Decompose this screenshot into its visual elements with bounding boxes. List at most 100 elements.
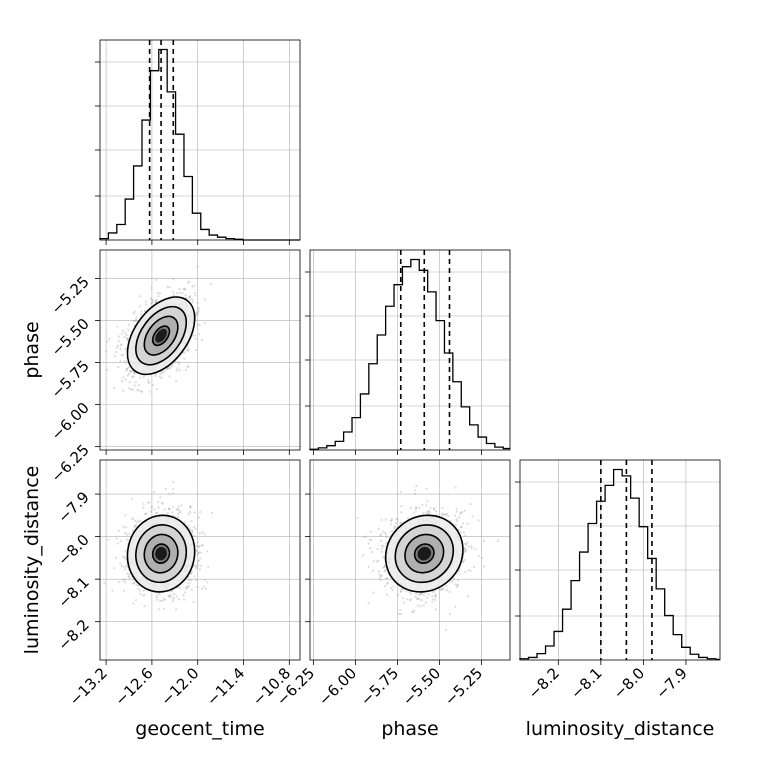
scatter-point bbox=[367, 542, 370, 545]
scatter-point bbox=[392, 585, 395, 588]
scatter-point bbox=[155, 278, 158, 281]
scatter-point bbox=[128, 380, 131, 384]
scatter-point bbox=[379, 574, 383, 577]
scatter-point bbox=[385, 535, 388, 539]
scatter-point bbox=[155, 299, 158, 302]
scatter-point bbox=[155, 511, 158, 515]
scatter-point bbox=[113, 355, 117, 358]
scatter-point bbox=[153, 490, 156, 493]
scatter-point bbox=[383, 565, 386, 569]
scatter-point bbox=[206, 581, 209, 584]
y-axis-title-phase: phase bbox=[21, 321, 43, 378]
scatter-point bbox=[199, 557, 202, 560]
scatter-point bbox=[119, 347, 122, 351]
scatter-point bbox=[132, 582, 135, 585]
scatter-point bbox=[196, 541, 199, 544]
scatter-point bbox=[171, 364, 174, 367]
scatter-point bbox=[367, 565, 370, 568]
scatter-point bbox=[138, 305, 142, 308]
scatter-point bbox=[124, 578, 127, 581]
scatter-point bbox=[189, 506, 192, 509]
scatter-point bbox=[105, 368, 109, 371]
scatter-point bbox=[182, 288, 185, 291]
scatter-point bbox=[107, 538, 110, 541]
contour-line bbox=[143, 533, 179, 574]
scatter-point bbox=[193, 564, 196, 567]
scatter-point bbox=[183, 357, 186, 360]
scatter-point bbox=[125, 565, 129, 568]
scatter-point bbox=[400, 590, 403, 593]
contour-line bbox=[404, 533, 445, 574]
scatter-point bbox=[440, 512, 444, 515]
scatter-point bbox=[132, 582, 135, 585]
scatter-point bbox=[431, 590, 435, 594]
scatter-point bbox=[163, 508, 166, 511]
scatter-point bbox=[120, 564, 123, 567]
scatter-point bbox=[414, 509, 417, 512]
scatter-point bbox=[158, 292, 161, 295]
scatter-point bbox=[189, 572, 193, 575]
scatter-point bbox=[377, 559, 380, 562]
scatter-point bbox=[133, 524, 136, 528]
scatter-point bbox=[401, 596, 404, 600]
scatter-point bbox=[197, 310, 200, 313]
scatter-point bbox=[458, 512, 462, 515]
y-tick-label: −5.25 bbox=[48, 273, 93, 318]
scatter-point bbox=[190, 520, 193, 523]
scatter-point bbox=[186, 585, 189, 589]
scatter-point bbox=[124, 331, 127, 334]
x-axis-title-luminosity_distance: luminosity_distance bbox=[526, 718, 715, 740]
scatter-point bbox=[376, 548, 379, 551]
scatter-point bbox=[171, 492, 174, 495]
y-axis-title-luminosity_distance: luminosity_distance bbox=[21, 466, 43, 655]
x-tick-label: −6.00 bbox=[315, 664, 360, 709]
scatter-point bbox=[114, 556, 118, 559]
scatter-point bbox=[157, 500, 160, 503]
scatter-point bbox=[455, 510, 458, 513]
scatter-point bbox=[466, 541, 469, 544]
scatter-point bbox=[198, 568, 201, 571]
scatter-point bbox=[456, 583, 459, 586]
scatter-point bbox=[367, 602, 370, 605]
scatter-point bbox=[127, 323, 130, 326]
scatter-point bbox=[382, 545, 385, 548]
scatter-point bbox=[176, 508, 179, 511]
scatter-point bbox=[207, 565, 210, 569]
scatter-point bbox=[105, 350, 108, 353]
scatter-point bbox=[171, 511, 174, 514]
scatter-point bbox=[384, 569, 387, 572]
x-tick-label: −12.0 bbox=[157, 664, 202, 709]
scatter-point bbox=[375, 560, 379, 563]
scatter-point bbox=[381, 544, 384, 547]
scatter-point bbox=[132, 602, 135, 605]
scatter-point bbox=[122, 353, 125, 356]
scatter-point bbox=[415, 506, 418, 509]
scatter-point bbox=[425, 504, 428, 507]
panel-frame bbox=[309, 459, 511, 661]
scatter-point bbox=[383, 564, 386, 568]
scatter-point bbox=[399, 612, 403, 616]
histogram-geocent_time bbox=[99, 48, 300, 241]
scatter-point bbox=[132, 319, 135, 323]
scatter-point bbox=[117, 340, 120, 343]
scatter-point bbox=[133, 371, 136, 374]
scatter-point bbox=[143, 605, 146, 608]
scatter-point bbox=[151, 301, 154, 304]
scatter-point bbox=[448, 590, 451, 594]
scatter-point bbox=[119, 360, 122, 363]
scatter-point bbox=[381, 530, 385, 533]
scatter-point bbox=[472, 566, 476, 569]
scatter-point bbox=[181, 291, 184, 295]
scatter-point bbox=[126, 533, 129, 536]
scatter-point bbox=[168, 375, 171, 378]
scatter-point bbox=[197, 545, 200, 548]
scatter-point bbox=[378, 573, 381, 576]
density-peak bbox=[155, 328, 167, 343]
scatter-point bbox=[139, 589, 142, 592]
scatter-point bbox=[157, 295, 160, 298]
scatter-point bbox=[189, 295, 192, 298]
contour-line bbox=[394, 524, 455, 584]
scatter-point bbox=[201, 338, 204, 342]
scatter-point bbox=[183, 351, 186, 354]
scatter-point bbox=[125, 361, 128, 364]
